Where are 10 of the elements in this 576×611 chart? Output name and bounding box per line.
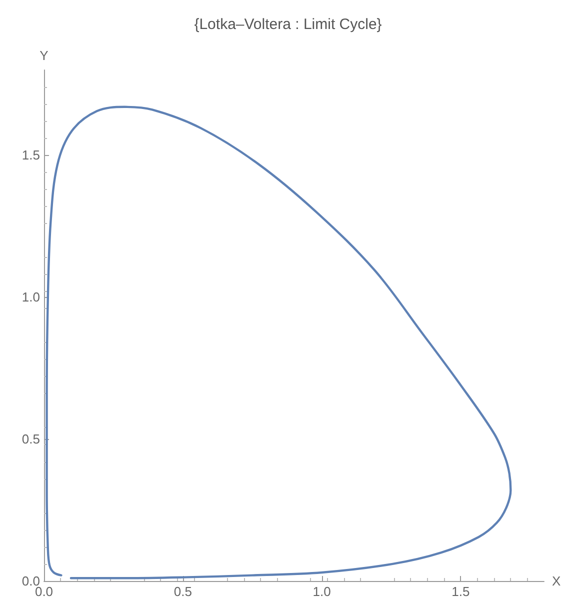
x-tick-label: 0.5	[174, 584, 192, 599]
x-tick-label: 1.5	[452, 584, 470, 599]
x-axis-title: X	[552, 574, 561, 588]
y-tick-label: 1.0	[22, 290, 40, 305]
line-series	[46, 106, 512, 580]
x-tick-label: 1.0	[312, 584, 331, 599]
y-axis-title: Y	[40, 48, 49, 63]
chart-title: {Lotka–Voltera : Limit Cycle}	[194, 16, 382, 33]
y-tick-label: 1.5	[22, 148, 40, 163]
y-tick-label: 0.5	[22, 432, 40, 447]
